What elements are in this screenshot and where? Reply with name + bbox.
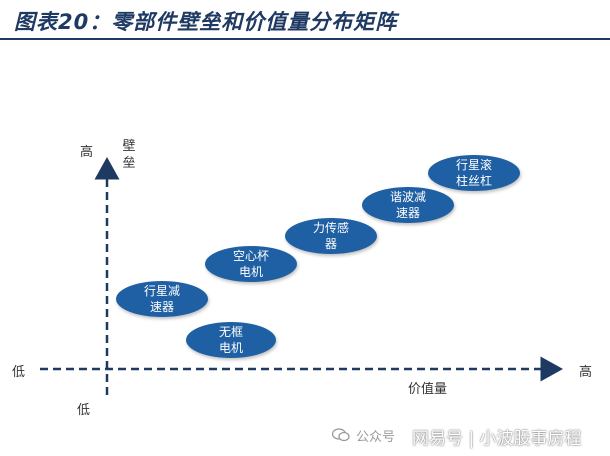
bubble-planetary-roller-screw: 行星滚柱丝杠	[428, 155, 520, 191]
x-axis-low-label: 低	[12, 365, 26, 380]
wechat-icon	[332, 428, 350, 442]
title-bar: 图表20：零部件壁垒和价值量分布矩阵	[0, 0, 610, 40]
y-axis-title: 壁垒	[122, 139, 136, 171]
bubble-label: 谐波减速器	[389, 190, 426, 220]
bubble-label: 行星减速器	[143, 284, 180, 314]
title-divider	[0, 38, 610, 40]
bubble-label: 行星滚柱丝杠	[455, 158, 492, 188]
bubble-frameless-motor: 无框电机	[186, 322, 276, 358]
bubble-label: 力传感器	[312, 221, 349, 251]
bubble-label: 无框电机	[218, 325, 243, 355]
watermark-prefix: 公众号	[356, 429, 396, 445]
x-axis-title: 价值量	[408, 382, 448, 397]
chart-title: 图表20：零部件壁垒和价值量分布矩阵	[14, 10, 398, 34]
y-axis-high-label: 高	[80, 145, 94, 160]
bubble-force-sensor: 力传感器	[285, 218, 377, 254]
x-axis-high-label: 高	[579, 365, 593, 380]
bubble-coreless-motor: 空心杯电机	[205, 246, 297, 282]
y-axis-low-label: 低	[77, 403, 91, 418]
bubble-label: 空心杯电机	[232, 249, 269, 279]
bubble-harmonic-reducer: 谐波减速器	[362, 187, 454, 223]
watermark: 公众号	[332, 424, 395, 446]
watermark-overlay: 网易号 | 小波股事房程	[412, 429, 582, 449]
bubble-planetary-reducer: 行星减速器	[116, 281, 208, 317]
